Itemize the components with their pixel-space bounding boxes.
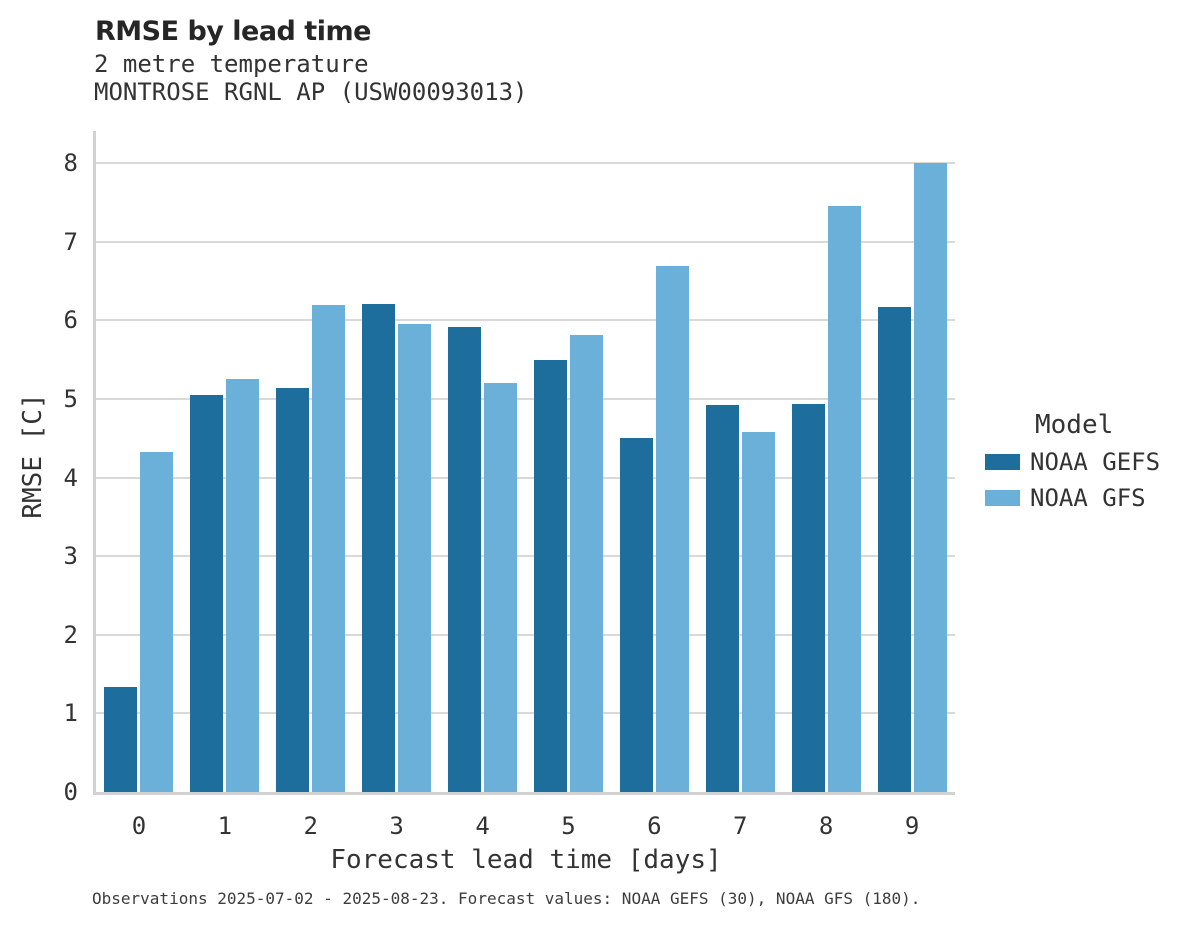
bar-noaa-gfs-lead-8 bbox=[827, 205, 861, 792]
legend-label-noaa-gfs: NOAA GFS bbox=[1030, 484, 1146, 512]
y-tick-label: 6 bbox=[63, 306, 78, 335]
legend: Model NOAA GEFS NOAA GFS bbox=[985, 410, 1190, 524]
bar-noaa-gefs-lead-5 bbox=[533, 359, 567, 792]
y-tick-label: 4 bbox=[63, 463, 78, 492]
bar-noaa-gefs-lead-1 bbox=[190, 395, 224, 792]
bar-noaa-gfs-lead-2 bbox=[312, 304, 346, 792]
bar-noaa-gefs-lead-6 bbox=[619, 437, 653, 792]
legend-swatch-gefs-icon bbox=[985, 454, 1020, 470]
legend-swatch-gfs-icon bbox=[985, 490, 1020, 506]
x-axis-label: Forecast lead time [days] bbox=[330, 845, 722, 875]
y-tick-label: 1 bbox=[63, 699, 78, 728]
bar-noaa-gefs-lead-8 bbox=[791, 403, 825, 792]
gridline bbox=[96, 633, 955, 636]
bar-noaa-gfs-lead-0 bbox=[140, 451, 174, 792]
x-tick-label: 7 bbox=[733, 812, 748, 840]
x-tick-label: 6 bbox=[647, 812, 662, 840]
bar-noaa-gefs-lead-9 bbox=[877, 307, 911, 792]
x-tick-label: 1 bbox=[217, 812, 233, 840]
bar-noaa-gfs-lead-9 bbox=[913, 163, 947, 792]
plot-area bbox=[93, 131, 955, 795]
y-tick-label: 8 bbox=[63, 149, 78, 178]
chart-station: MONTROSE RGNL AP (USW00093013) bbox=[94, 78, 528, 106]
x-tick-label: 4 bbox=[475, 812, 490, 840]
gridline bbox=[96, 555, 955, 558]
x-tick-label: 5 bbox=[561, 812, 576, 840]
bar-noaa-gfs-lead-5 bbox=[569, 334, 603, 792]
bar-noaa-gefs-lead-7 bbox=[705, 404, 739, 792]
bar-noaa-gefs-lead-2 bbox=[276, 388, 310, 792]
bar-noaa-gfs-lead-3 bbox=[398, 323, 432, 792]
bar-noaa-gfs-lead-1 bbox=[226, 378, 260, 792]
bar-noaa-gfs-lead-7 bbox=[741, 432, 775, 792]
y-tick-label: 2 bbox=[63, 620, 78, 649]
x-tick-label: 8 bbox=[818, 812, 834, 840]
gridline bbox=[96, 712, 955, 715]
gridline bbox=[96, 476, 955, 479]
legend-title: Model bbox=[1035, 410, 1114, 440]
y-tick-label: 3 bbox=[63, 542, 78, 571]
x-tick-label: 9 bbox=[904, 812, 920, 840]
gridline bbox=[96, 162, 955, 165]
bar-noaa-gefs-lead-3 bbox=[362, 303, 396, 792]
bar-noaa-gfs-lead-6 bbox=[655, 266, 689, 792]
gridline bbox=[96, 240, 955, 243]
chart-title: RMSE by lead time bbox=[95, 16, 371, 47]
bar-noaa-gefs-lead-4 bbox=[448, 326, 482, 792]
y-tick-label: 0 bbox=[63, 778, 78, 806]
bar-noaa-gfs-lead-4 bbox=[484, 383, 518, 792]
y-tick-label: 5 bbox=[63, 385, 78, 413]
chart-subtitle: 2 metre temperature bbox=[94, 50, 369, 78]
x-tick-label: 2 bbox=[303, 812, 318, 840]
y-tick-label: 7 bbox=[63, 227, 78, 256]
gridline bbox=[96, 319, 955, 322]
x-tick-label: 3 bbox=[389, 812, 404, 840]
legend-item-noaa-gefs: NOAA GEFS bbox=[985, 448, 1190, 476]
caption: Observations 2025-07-02 - 2025-08-23. Fo… bbox=[92, 889, 921, 908]
bar-noaa-gefs-lead-0 bbox=[104, 687, 138, 792]
gridline bbox=[96, 398, 955, 401]
x-tick-label: 0 bbox=[131, 812, 147, 840]
legend-label-noaa-gefs: NOAA GEFS bbox=[1030, 448, 1161, 476]
legend-item-noaa-gfs: NOAA GFS bbox=[985, 484, 1190, 512]
